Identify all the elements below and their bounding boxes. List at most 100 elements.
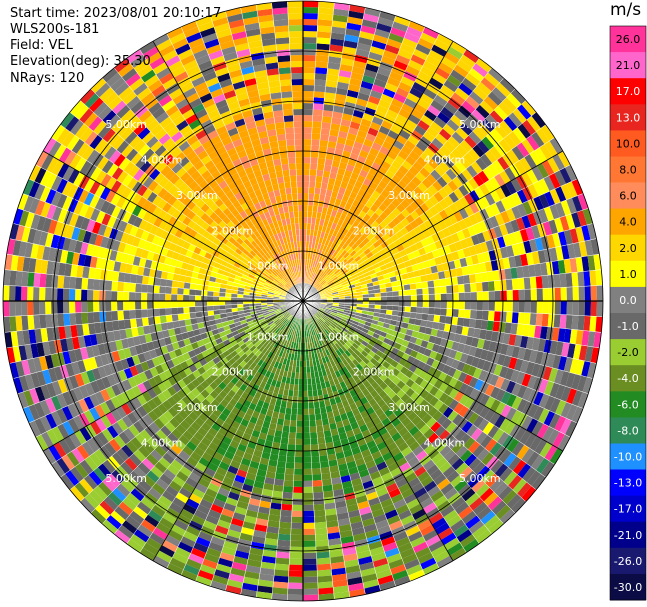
velocity-gate [266,465,277,473]
velocity-gate [495,200,506,214]
velocity-gate [362,294,369,298]
velocity-gate [436,414,448,426]
velocity-gate [361,144,372,153]
velocity-gate [366,186,375,196]
velocity-gate [340,345,348,353]
velocity-gate [548,301,555,315]
velocity-gate [357,36,373,46]
velocity-gate [446,470,460,483]
velocity-gate [313,491,324,499]
velocity-gate [309,181,316,188]
velocity-gate [434,293,441,301]
velocity-gate [358,469,370,478]
velocity-gate [371,116,384,126]
velocity-gate [286,450,296,457]
velocity-gate [447,542,464,556]
velocity-gate [373,456,385,466]
velocity-gate [183,564,200,576]
velocity-gate [199,564,216,575]
velocity-gate [476,448,490,462]
velocity-gate [105,290,112,301]
velocity-gate [520,335,529,349]
velocity-gate [307,318,311,325]
velocity-gate [368,540,383,551]
velocity-gate [499,508,516,524]
velocity-gate [391,160,402,170]
velocity-gate [430,265,438,274]
velocity-gate [309,426,317,433]
velocity-gate [326,306,333,309]
velocity-gate [470,301,477,311]
velocity-gate [248,402,257,411]
velocity-gate [379,11,396,22]
velocity-gate [311,289,317,294]
velocity-gate [316,284,322,290]
velocity-gate [334,179,342,187]
velocity-gate [311,322,316,329]
velocity-gate [502,355,512,368]
velocity-gate [310,145,320,152]
velocity-gate [188,553,205,565]
velocity-gate [435,149,448,161]
velocity-gate [489,477,504,492]
velocity-gate [334,317,341,322]
velocity-gate [335,334,342,342]
velocity-gate [9,316,17,332]
velocity-gate [430,121,443,134]
velocity-gate [573,242,582,258]
velocity-gate [458,82,473,96]
velocity-gate [435,133,448,145]
velocity-gate [408,569,425,582]
velocity-gate [285,333,291,341]
velocity-gate [310,444,319,451]
velocity-gate [251,455,262,464]
velocity-gate [508,112,523,128]
velocity-gate [270,502,282,510]
velocity-gate [331,338,337,345]
velocity-gate [368,289,375,295]
velocity-gate [403,334,412,342]
velocity-gate [428,376,439,386]
velocity-gate [536,128,550,145]
velocity-gate [348,376,356,385]
velocity-gate [327,532,341,540]
velocity-gate [325,86,337,94]
velocity-gate [289,316,294,322]
velocity-gate [380,498,394,509]
velocity-gate [229,460,241,469]
velocity-gate [315,539,329,547]
velocity-gate [427,366,437,376]
velocity-gate [111,310,118,322]
velocity-gate [559,167,572,184]
velocity-gate [342,107,355,116]
velocity-gate [442,330,450,340]
velocity-gate [392,305,399,311]
velocity-gate [99,279,107,291]
velocity-gate [431,343,440,353]
velocity-gate [253,424,263,433]
velocity-gate [578,301,585,316]
velocity-gate [440,254,448,264]
velocity-gate [472,415,485,428]
velocity-gate [364,7,381,17]
velocity-gate [571,212,582,228]
velocity-gate [261,368,268,376]
velocity-gate [371,248,379,256]
velocity-gate [544,140,558,157]
velocity-gate [355,356,363,364]
velocity-gate [320,317,326,323]
velocity-gate [330,38,345,47]
velocity-gate [281,503,293,511]
velocity-gate [337,130,348,139]
velocity-gate [382,361,391,369]
velocity-gate [198,477,211,489]
velocity-gate [422,229,432,239]
velocity-gate [320,257,325,264]
velocity-gate [375,216,384,225]
velocity-gate [365,353,373,362]
velocity-gate [521,486,537,502]
velocity-gate [423,244,432,254]
velocity-gate [330,555,345,564]
velocity-gate [375,369,384,378]
velocity-gate [293,317,297,324]
